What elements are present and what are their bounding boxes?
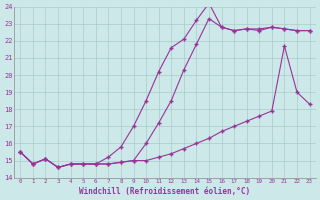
X-axis label: Windchill (Refroidissement éolien,°C): Windchill (Refroidissement éolien,°C) bbox=[79, 187, 251, 196]
